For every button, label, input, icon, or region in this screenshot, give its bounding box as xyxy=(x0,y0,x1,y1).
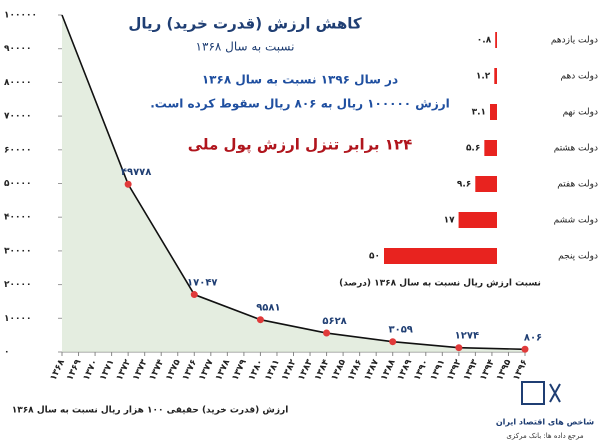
value-label: ۵۰ xyxy=(369,252,380,262)
y-tick-label: ۱۰۰۰۰ xyxy=(4,314,31,324)
annotation: ارزش ۱۰۰۰۰۰ ریال به ۸۰۶ ریال سقوط کرده ا… xyxy=(150,97,450,112)
value-label: ۱۲۷۴ xyxy=(455,331,479,342)
y-tick-label: ۷۰۰۰۰ xyxy=(4,112,31,122)
category-label: دولت هشتم xyxy=(554,144,598,154)
category-label: دولت ششم xyxy=(554,216,598,226)
line xyxy=(61,14,526,351)
bar xyxy=(384,248,497,264)
subtitle: نسبت به سال ۱۳۶۸ xyxy=(196,40,295,54)
value-label: ۳.۱ xyxy=(472,108,486,118)
category-label: دولت هفتم xyxy=(557,180,598,190)
bar xyxy=(475,176,497,192)
value-label: ۱۷ xyxy=(444,216,455,226)
value-label: ۱.۲ xyxy=(476,72,491,82)
value-label: ۵.۶ xyxy=(466,144,480,154)
y-tick-label: ۵۰۰۰۰ xyxy=(4,179,31,189)
source: مرجع داده ها: بانک مرکزی xyxy=(506,432,583,440)
point xyxy=(190,291,198,299)
value-label: ۹.۶ xyxy=(457,180,471,190)
point xyxy=(323,329,331,337)
annotation: در سال ۱۳۹۶ نسبت به سال ۱۳۶۸ xyxy=(202,73,398,87)
bar xyxy=(489,104,497,120)
value-label: ۳۰۵۹ xyxy=(389,325,413,336)
category-label: دولت یازدهم xyxy=(551,36,598,46)
y-tick-label: ۹۰۰۰۰ xyxy=(4,44,31,54)
y-tick-label: ۰ xyxy=(4,348,10,358)
bar-chart-title: نسبت ارزش ریال نسبت به سال ۱۳۶۸ (درصد) xyxy=(339,279,541,289)
value-label: ۹۵۸۱ xyxy=(256,303,280,314)
bar xyxy=(484,140,497,156)
logo xyxy=(521,381,561,405)
value-label: ۴۹۷۷۸ xyxy=(121,167,152,178)
value-label: ۰.۸ xyxy=(477,36,492,46)
logo-mark xyxy=(521,381,545,405)
point xyxy=(256,316,264,324)
y-tick-label: ۸۰۰۰۰ xyxy=(4,78,31,88)
value-label: ۸۰۶ xyxy=(524,332,542,343)
bar xyxy=(495,32,497,48)
point xyxy=(455,344,463,352)
logo-mark xyxy=(549,383,561,403)
y-tick-label: ۲۰۰۰۰ xyxy=(4,280,31,290)
title: کاهش ارزش (قدرت خرید) ریال xyxy=(128,15,361,33)
category-label: دولت دهم xyxy=(560,72,598,82)
annotation: ۱۲۴ برابر تنزل ارزش پول ملی xyxy=(188,136,413,155)
y-tick-label: ۱۰۰۰۰۰ xyxy=(4,11,37,21)
category-label: دولت پنجم xyxy=(558,252,598,262)
category-label: دولت نهم xyxy=(563,108,598,118)
y-tick-label: ۳۰۰۰۰ xyxy=(4,246,31,256)
y-tick-label: ۴۰۰۰۰ xyxy=(4,213,31,223)
point xyxy=(124,180,132,188)
point xyxy=(521,345,529,353)
value-label: ۱۷۰۴۷ xyxy=(187,278,218,289)
x-axis-title: ارزش (قدرت خرید) حقیقی ۱۰۰ هزار ریال نسب… xyxy=(12,406,289,416)
bar xyxy=(494,68,497,84)
y-tick-label: ۶۰۰۰۰ xyxy=(4,145,31,155)
value-label: ۵۶۲۸ xyxy=(322,316,346,327)
brand: شاخص های اقتصاد ایران xyxy=(496,418,594,428)
point xyxy=(389,338,397,346)
bar xyxy=(458,212,497,228)
